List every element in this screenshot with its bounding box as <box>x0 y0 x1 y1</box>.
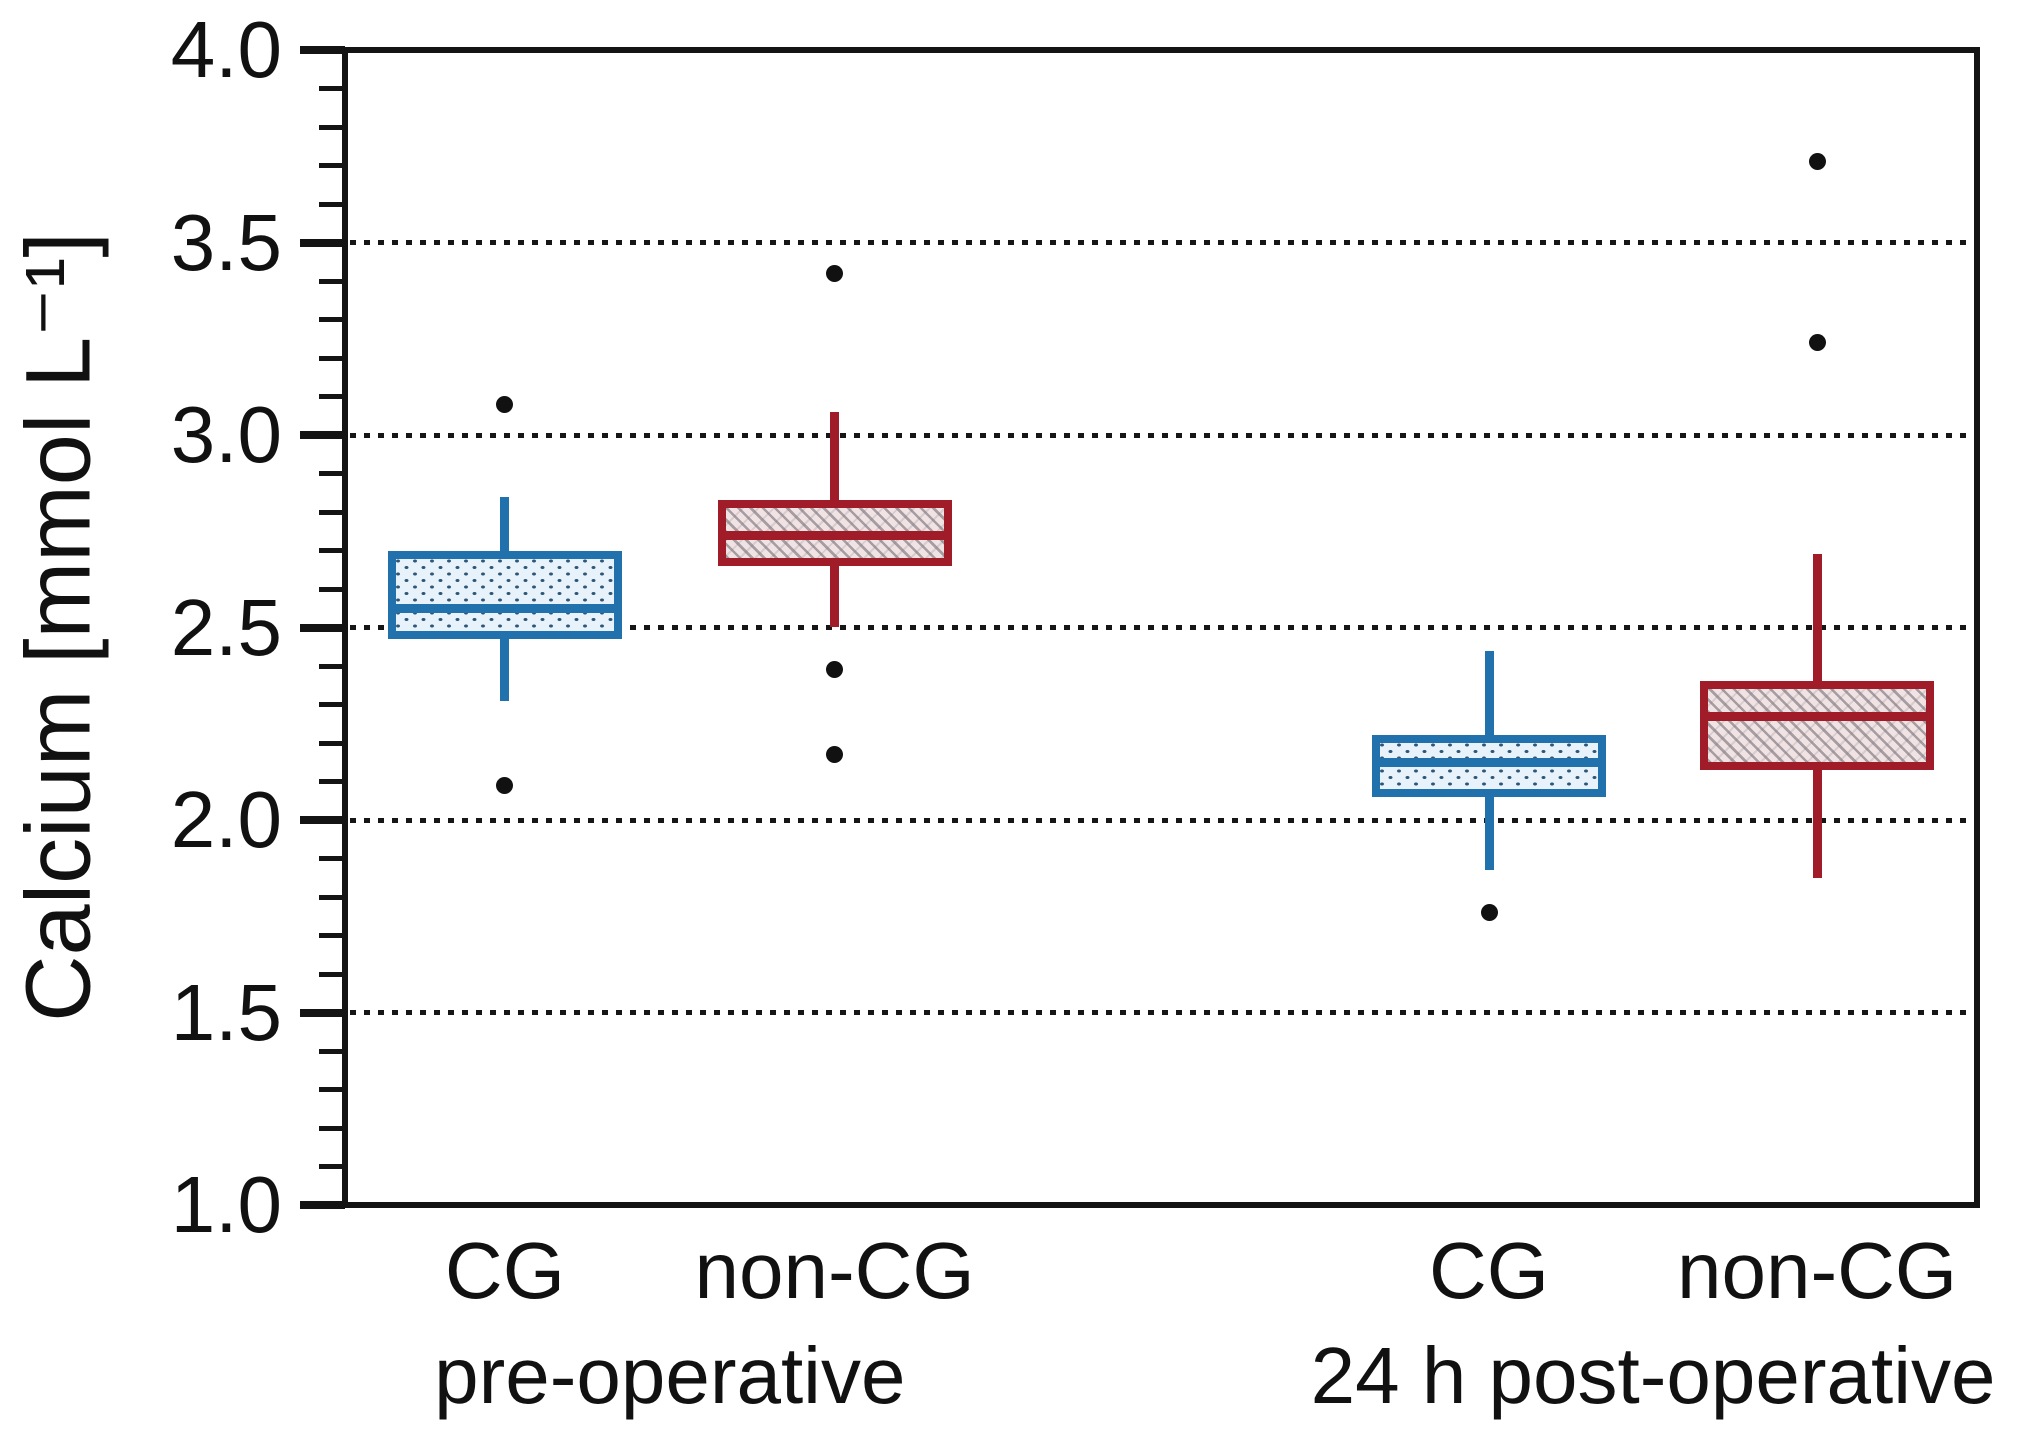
y-tick-label: 2.0 <box>170 775 282 864</box>
y-tick-major-1.0 <box>300 1201 345 1209</box>
median-line <box>1708 711 1927 721</box>
x-category-label: non-CG <box>694 1226 975 1315</box>
y-tick-minor <box>319 201 345 207</box>
y-tick-minor <box>319 124 345 130</box>
y-tick-minor <box>319 663 345 669</box>
y-tick-label: 3.5 <box>170 197 282 287</box>
x-group-label: pre-operative <box>434 1331 906 1420</box>
x-category-label: non-CG <box>1677 1226 1958 1315</box>
box-non-CG-group0 <box>717 500 952 566</box>
y-tick-minor <box>319 548 345 553</box>
gridline-2 <box>350 817 1974 823</box>
y-tick-major-3.5 <box>300 238 345 247</box>
y-tick-minor <box>319 702 345 707</box>
y-tick-label: 2.5 <box>170 582 282 672</box>
y-tick-minor <box>319 1164 345 1169</box>
y-tick-major-2.0 <box>300 816 345 824</box>
x-category-label: CG <box>1429 1226 1550 1315</box>
median-line <box>1380 757 1599 767</box>
y-tick-minor <box>319 86 345 91</box>
y-tick-major-3.0 <box>300 431 345 439</box>
median-line <box>725 530 944 540</box>
y-tick-label: 3.0 <box>170 390 282 479</box>
gridline-3.5 <box>350 240 1974 245</box>
y-tick-minor <box>319 933 345 938</box>
y-tick-minor <box>319 163 345 168</box>
y-tick-minor <box>319 586 345 592</box>
y-tick-minor <box>319 317 345 322</box>
y-tick-minor <box>319 1125 345 1131</box>
y-tick-major-1.5 <box>300 1008 345 1017</box>
box-non-CG-group1 <box>1700 681 1935 770</box>
y-tick-minor <box>319 779 345 784</box>
outlier-dot <box>826 746 844 764</box>
gridline-3 <box>350 432 1974 438</box>
gridline-1.5 <box>350 1010 1974 1015</box>
y-tick-minor <box>319 971 345 977</box>
y-tick-minor <box>319 1087 345 1092</box>
y-tick-label: 4.0 <box>170 5 282 94</box>
outlier-dot <box>496 776 514 794</box>
median-line <box>395 603 614 613</box>
outlier-dot <box>826 661 844 679</box>
outlier-dot <box>1480 903 1498 921</box>
y-tick-label: 1.5 <box>170 967 282 1057</box>
box-CG-group0 <box>387 550 622 640</box>
outlier-dot <box>1808 153 1826 171</box>
y-tick-minor <box>319 856 345 861</box>
y-tick-minor <box>319 509 345 515</box>
box-CG-group1 <box>1372 735 1607 797</box>
y-tick-minor <box>319 894 345 900</box>
gridline-2.5 <box>350 625 1974 630</box>
y-tick-minor <box>319 740 345 746</box>
outlier-dot <box>496 395 514 413</box>
y-tick-major-2.5 <box>300 623 345 632</box>
y-tick-minor <box>319 355 345 361</box>
y-tick-label: 1.0 <box>170 1160 282 1249</box>
x-category-label: CG <box>444 1226 565 1315</box>
y-tick-minor <box>319 394 345 399</box>
y-tick-minor <box>319 1048 345 1054</box>
x-group-label: 24 h post-operative <box>1310 1331 1996 1420</box>
outlier-dot <box>1808 334 1826 352</box>
y-tick-major-4.0 <box>300 46 345 54</box>
y-tick-minor <box>319 471 345 476</box>
y-tick-minor <box>319 278 345 284</box>
outlier-dot <box>826 264 844 282</box>
